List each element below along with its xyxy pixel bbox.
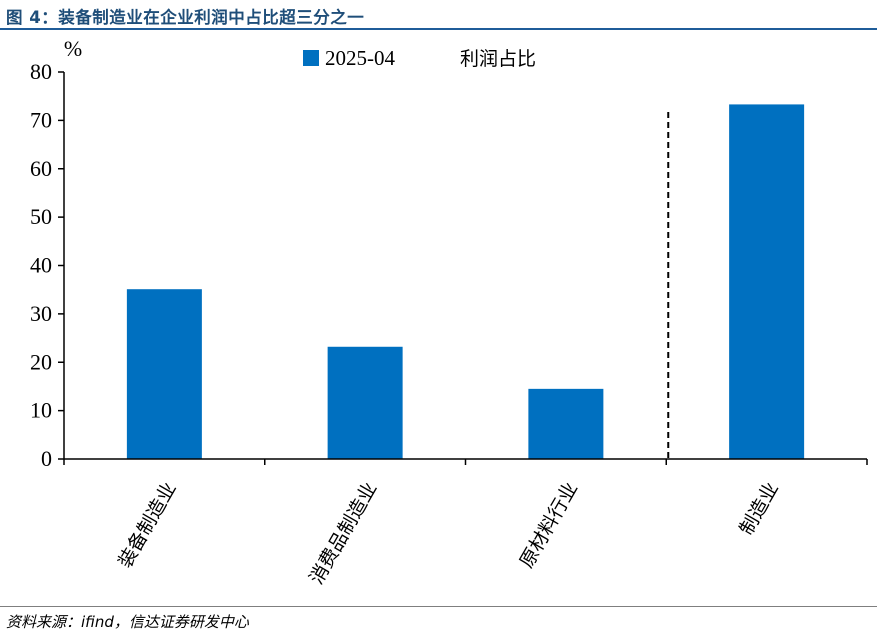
y-tick-label: 20 xyxy=(30,349,52,374)
x-category-label: 装备制造业 xyxy=(114,479,181,572)
legend: 2025-04 利润占比 xyxy=(303,46,536,70)
y-tick-label: 70 xyxy=(30,107,52,132)
source-divider xyxy=(0,606,877,607)
title-divider xyxy=(0,28,877,30)
y-tick-label: 80 xyxy=(30,59,52,84)
bar xyxy=(327,346,403,459)
y-tick-label: 60 xyxy=(30,156,52,181)
bar-chart: 0 10 20 30 40 50 60 70 80% 装备制造业 消费品制造业 原材料行业 制造业 2… xyxy=(30,36,868,589)
figure-title: 图 4：装备制造业在企业利润中占比超三分之一 xyxy=(6,8,365,27)
bar xyxy=(528,388,604,459)
y-tick-label: 0 xyxy=(41,446,52,471)
legend-series-label: 2025-04 xyxy=(325,46,395,70)
y-tick-label: 30 xyxy=(30,301,52,326)
source-note: 资料来源：ifind，信达证券研发中心 xyxy=(6,613,249,631)
y-tick-label: 10 xyxy=(30,398,52,423)
x-category-label: 制造业 xyxy=(735,479,783,539)
x-category-label: 原材料行业 xyxy=(516,479,583,572)
y-axis: 0 10 20 30 40 50 60 70 80% xyxy=(30,36,82,471)
bars xyxy=(126,104,805,459)
bar xyxy=(126,289,202,459)
y-tick-label: 50 xyxy=(30,204,52,229)
legend-swatch xyxy=(303,50,319,66)
y-tick-label: 40 xyxy=(30,253,52,278)
legend-extra-label: 利润占比 xyxy=(460,48,536,70)
y-axis-unit: % xyxy=(64,36,82,61)
x-category-label: 消费品制造业 xyxy=(305,479,381,589)
bar xyxy=(729,104,805,459)
